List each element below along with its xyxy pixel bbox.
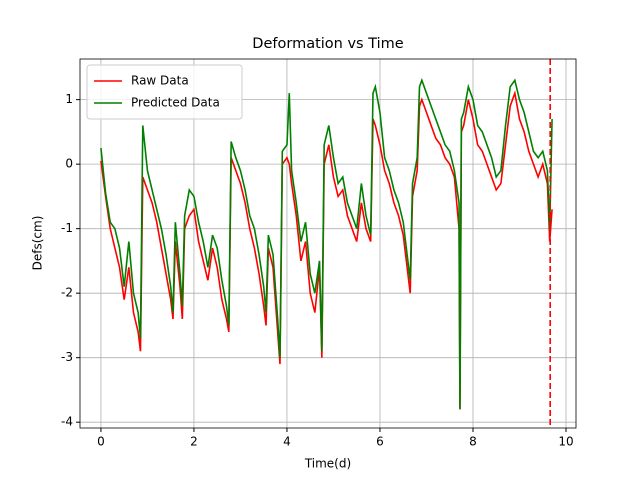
y-tick-label: -3: [61, 350, 73, 364]
data-line: [100, 77, 553, 410]
x-tick-label: 10: [558, 435, 573, 449]
x-tick-label: 0: [97, 435, 105, 449]
x-tick-label: 8: [469, 435, 477, 449]
legend-box: [86, 64, 243, 120]
x-tick-label: 2: [190, 435, 198, 449]
x-tick-label: 6: [376, 435, 384, 449]
chart-title: Deformation vs Time: [252, 36, 403, 52]
y-tick-label: -1: [61, 221, 73, 235]
y-tick-label: -4: [61, 415, 73, 429]
x-tick-label: 4: [283, 435, 291, 449]
y-axis-label: Defs(cm): [31, 216, 45, 271]
legend-label: Predicted Data: [131, 96, 220, 110]
y-tick-label: 0: [65, 157, 73, 171]
legend-label: Raw Data: [131, 74, 189, 88]
x-axis-label: Time(d): [304, 457, 351, 471]
y-tick-label: -2: [61, 286, 73, 300]
y-tick-label: 1: [65, 92, 73, 106]
plot-frame: [79, 58, 577, 429]
data-line: [100, 90, 553, 410]
